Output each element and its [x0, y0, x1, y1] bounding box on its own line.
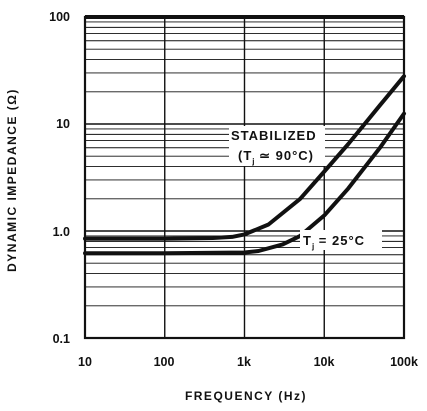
annotation-backgrounds	[229, 126, 382, 250]
room-temp-label: Tj = 25°C	[303, 233, 365, 251]
stabilized-label-bg	[229, 126, 325, 166]
stabilized-label-line2: (Tj ≃ 90°C)	[238, 148, 314, 166]
x-tick-label-100: 100	[154, 355, 175, 369]
room-temp-label-bg	[300, 230, 382, 250]
y-tick-label-0.1: 0.1	[53, 332, 70, 346]
x-axis-label: FREQUENCY (Hz)	[185, 389, 307, 403]
x-tick-label-10k: 10k	[314, 355, 335, 369]
y-axis-label: DYNAMIC IMPEDANCE (Ω)	[5, 88, 19, 272]
series-line-2	[83, 111, 406, 256]
series-line-1	[83, 74, 406, 241]
y-tick-label-10: 10	[56, 117, 70, 131]
x-tick-label-100k: 100k	[390, 355, 418, 369]
y-tick-label-100: 100	[49, 10, 70, 24]
stabilized-label-line1: STABILIZED	[231, 128, 317, 143]
x-tick-label-1k: 1k	[237, 355, 251, 369]
x-tick-label-10: 10	[78, 355, 92, 369]
y-tick-label-1: 1.0	[53, 225, 70, 239]
curves	[83, 74, 406, 256]
